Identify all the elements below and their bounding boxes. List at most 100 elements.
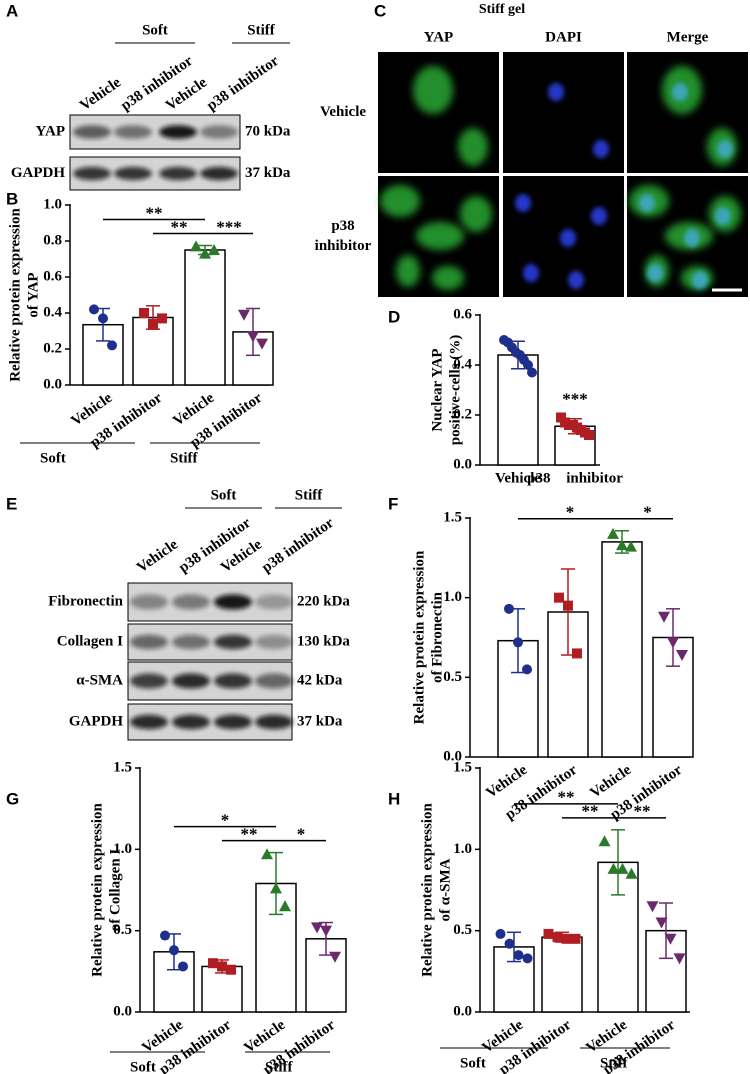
- panel-label: B: [6, 189, 18, 208]
- significance-label: **: [558, 788, 575, 807]
- y-axis-label: of α-SMA: [437, 858, 453, 921]
- cell-yap: [432, 266, 464, 290]
- band-size: 220 kDa: [297, 593, 350, 609]
- bar: [601, 541, 643, 758]
- data-point: [98, 313, 108, 324]
- data-point: [157, 313, 167, 324]
- data-point: [527, 367, 537, 378]
- group-label: Stiff: [265, 1059, 294, 1074]
- y-tick-label: 0.2: [453, 406, 472, 422]
- data-point: [261, 848, 273, 860]
- panel-label: G: [6, 789, 19, 808]
- y-tick-label: 0.5: [443, 669, 462, 685]
- data-point: [160, 930, 170, 941]
- data-point: [543, 928, 554, 939]
- blot-band: [200, 166, 238, 181]
- data-point: [667, 637, 679, 649]
- data-point: [279, 900, 291, 912]
- group-label: Stiff: [295, 487, 324, 503]
- significance-label: **: [241, 824, 258, 843]
- group-label: Soft: [211, 487, 237, 503]
- data-point: [311, 922, 323, 934]
- data-point: [522, 953, 533, 964]
- blot-band: [159, 166, 197, 181]
- blot-band: [159, 125, 197, 139]
- significance-label: *: [566, 503, 575, 522]
- row-label: α-SMA: [76, 672, 123, 688]
- y-tick-label: 1.5: [443, 509, 462, 525]
- significance-label: *: [221, 810, 230, 829]
- group-label: Soft: [130, 1059, 156, 1074]
- row-label: p38: [331, 218, 354, 234]
- blot-band: [73, 125, 111, 139]
- significance-label: **: [634, 802, 651, 821]
- y-tick-label: 0.6: [43, 268, 62, 284]
- cell-nucleus: [593, 140, 609, 158]
- lane-label: p38 inhibitor: [259, 515, 337, 576]
- data-point: [607, 527, 619, 539]
- data-point: [523, 360, 533, 370]
- bar: [541, 936, 583, 1013]
- data-point: [572, 648, 582, 659]
- panel-label: F: [388, 494, 398, 513]
- y-axis-label: positive-cells (%): [447, 335, 463, 445]
- significance-label: *: [297, 824, 306, 843]
- data-point: [178, 961, 188, 972]
- data-point: [169, 945, 179, 956]
- data-point: [625, 867, 638, 879]
- blot-band: [130, 594, 168, 610]
- band-size: 37 kDa: [297, 713, 343, 729]
- lane-label: p38 inhibitor: [204, 53, 282, 114]
- data-point: [563, 600, 573, 611]
- row-label: YAP: [36, 123, 65, 139]
- y-axis-label: of Fibronectin: [429, 591, 445, 683]
- blot-band: [172, 634, 210, 650]
- cell-yap: [416, 222, 464, 250]
- data-point: [199, 247, 211, 259]
- data-point: [570, 933, 581, 944]
- data-point: [247, 331, 259, 343]
- bar: [652, 636, 694, 758]
- column-label: DAPI: [545, 29, 582, 45]
- significance-label: **: [171, 217, 188, 236]
- significance-label: **: [582, 802, 599, 821]
- data-point: [584, 430, 594, 440]
- y-tick-label: 1.5: [453, 759, 472, 775]
- data-point: [513, 950, 524, 961]
- lane-label: Vehicle: [134, 536, 181, 576]
- row-label: GAPDH: [11, 165, 65, 181]
- blot-band: [255, 714, 293, 730]
- y-axis-label: Relative protein expression: [411, 550, 427, 724]
- cell-yap: [413, 66, 453, 114]
- y-axis-label: Relative protein expression: [7, 208, 23, 382]
- blot-band: [172, 714, 210, 730]
- data-point: [646, 901, 659, 913]
- y-axis-label: Nuclear YAP: [429, 348, 445, 431]
- band-size: 37 kDa: [245, 165, 291, 181]
- blot-band: [200, 125, 238, 139]
- cell-nucleus: [591, 207, 607, 225]
- group-label: Soft: [142, 22, 168, 38]
- data-point: [513, 637, 523, 648]
- panel-label: E: [6, 494, 17, 513]
- cell-nucleus: [523, 264, 539, 282]
- y-tick-label: 1.5: [113, 759, 132, 775]
- y-axis-label: of YAP: [25, 272, 41, 317]
- data-point: [625, 540, 637, 552]
- data-point: [89, 304, 99, 315]
- row-label: inhibitor: [315, 238, 372, 254]
- y-tick-label: 1.0: [453, 841, 472, 857]
- data-point: [320, 925, 332, 937]
- group-label: Stiff: [170, 450, 199, 466]
- y-tick-label: 0.8: [43, 232, 62, 248]
- panel-label: H: [388, 789, 400, 808]
- significance-label: *: [643, 503, 652, 522]
- blot-band: [114, 125, 152, 139]
- data-point: [270, 882, 282, 894]
- cell-nucleus: [684, 229, 700, 247]
- y-axis-label: Relative protein expression: [419, 803, 435, 977]
- blot-band: [130, 634, 168, 650]
- data-point: [616, 862, 629, 874]
- band-size: 130 kDa: [297, 633, 350, 649]
